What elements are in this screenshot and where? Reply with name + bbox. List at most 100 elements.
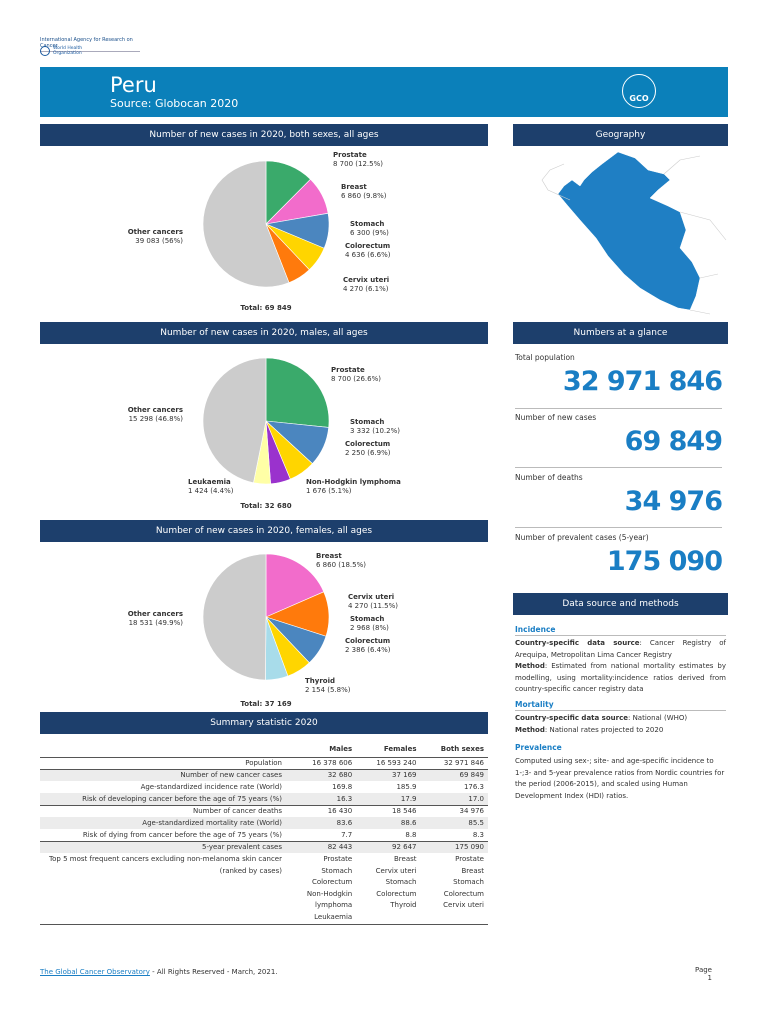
table-cell: 185.9 xyxy=(396,783,417,791)
glance-value: 69 849 xyxy=(624,426,723,457)
pie-slice-prostate xyxy=(265,357,330,428)
summary-table: Males Females Both sexes Population 16 378 … xyxy=(40,742,488,925)
peru-map xyxy=(541,151,727,315)
pie-label: Colorectum 2 250 (6.9%) xyxy=(345,440,391,457)
table-row: Number of new cancer cases 32 680 37 169 69… xyxy=(40,768,488,781)
table-cell: 8.8 xyxy=(405,830,417,839)
table-cell: 8.3 xyxy=(472,830,484,839)
table-cell: 18 546 xyxy=(356,804,421,817)
column-header: Both sexes xyxy=(440,745,484,754)
table-row: Age-standardized incidence rate (World) 1… xyxy=(40,781,488,793)
pie-label: Other cancers 15 298 (46.8%) xyxy=(127,406,183,423)
pie-slice-other-cancers xyxy=(202,160,290,288)
glance-label: Total population xyxy=(515,353,575,362)
table-cell: Prostate Stomach Colorectum Non-Hodgkin lymp… xyxy=(286,853,357,925)
prevalence-text: Computed using sex-; site- and age-speci… xyxy=(515,757,725,800)
section-header-summary: Summary statistic 2020 xyxy=(40,712,488,734)
pie-slice-breast xyxy=(265,553,325,618)
table-cell: 7.7 xyxy=(341,830,353,839)
pie-total: Total: 37 169 xyxy=(240,700,292,708)
row-label: Number of new cancer cases xyxy=(40,768,286,781)
table-cell: 88.6 xyxy=(356,817,421,829)
table-cell: 16.3 xyxy=(286,793,357,805)
table-row: Number of cancer deaths 16 430 18 546 34 97… xyxy=(40,804,488,817)
page-subtitle: Source: Globocan 2020 xyxy=(110,97,239,110)
divider xyxy=(515,467,722,468)
gco-logo: GCO xyxy=(622,74,656,108)
table-cell: 92 647 xyxy=(356,840,421,853)
table-cell: 175 090 xyxy=(420,840,488,853)
pie-label: Stomach 3 332 (10.2%) xyxy=(350,418,400,435)
table-row: Risk of dying from cancer before the age… xyxy=(40,829,488,841)
pie-total: Total: 69 849 xyxy=(240,304,292,312)
table-cell: 17.9 xyxy=(356,793,421,805)
glance-label: Number of prevalent cases (5-year) xyxy=(515,533,649,542)
page-title: Peru xyxy=(110,73,157,97)
pie-total: Total: 32 680 xyxy=(240,502,292,510)
prevalence-heading: Prevalence xyxy=(515,743,562,752)
pie-label: Leukaemia 1 424 (4.4%) xyxy=(188,478,234,495)
gco-link[interactable]: The Global Cancer Observatory xyxy=(40,968,150,976)
table-cell: 16 593 240 xyxy=(356,756,421,769)
pie-label: Non-Hodgkin lymphoma 1 676 (5.1%) xyxy=(306,478,401,495)
table-cell: 69 849 xyxy=(420,768,488,781)
section-header-glance: Numbers at a glance xyxy=(513,322,728,344)
mortality-heading: Mortality xyxy=(515,700,726,711)
table-cell: 32 680 xyxy=(286,768,357,781)
glance-value: 34 976 xyxy=(624,486,723,517)
page-number: Page 1 xyxy=(695,966,712,982)
table-cell: 34 976 xyxy=(420,804,488,817)
pie-label: Other cancers 39 083 (56%) xyxy=(127,228,183,245)
mortality-text: Country-specific data source: National (… xyxy=(515,714,688,734)
table-cell: Prostate Breast Stomach Colorectum Cervix ut… xyxy=(420,853,488,925)
pie-label: Prostate 8 700 (26.6%) xyxy=(331,366,381,383)
pie-label: Breast 6 860 (9.8%) xyxy=(341,183,387,200)
glance-label: Number of deaths xyxy=(515,473,583,482)
table-cell: 85.5 xyxy=(420,817,488,829)
pie-label: Stomach 2 968 (8%) xyxy=(350,615,389,632)
table-cell: 169.8 xyxy=(332,783,353,791)
table-row: Risk of developing cancer before the age… xyxy=(40,793,488,805)
pie-label: Thyroid 2 154 (5.8%) xyxy=(305,677,351,694)
pie-label: Cervix uteri 4 270 (11.5%) xyxy=(348,593,398,610)
pie-label: Cervix uteri 4 270 (6.1%) xyxy=(343,276,390,293)
glance-value: 32 971 846 xyxy=(562,366,723,397)
table-cell: 16 378 606 xyxy=(286,756,357,769)
column-header: Females xyxy=(383,745,417,754)
pie-label: Other cancers 18 531 (49.9%) xyxy=(127,610,183,627)
table-row: 5-year prevalent cases 82 443 92 647 175 09… xyxy=(40,840,488,853)
column-header: Males xyxy=(329,745,353,754)
row-label: Population xyxy=(40,756,286,769)
pie-label: Breast 6 860 (18.5%) xyxy=(316,552,366,569)
section-header-males: Number of new cases in 2020, males, all … xyxy=(40,322,488,344)
pie-slice-other-cancers xyxy=(202,553,267,681)
pie-label: Prostate 8 700 (12.5%) xyxy=(333,151,383,168)
section-header-geography: Geography xyxy=(513,124,728,146)
incidence-text: Country-specific data source: Cancer Reg… xyxy=(515,639,726,693)
who-logo: World Health Organization xyxy=(40,46,83,56)
iarc-logo: International Agency for Research on Can… xyxy=(40,37,140,52)
row-label: Number of cancer deaths xyxy=(40,804,286,817)
pie-slice-other-cancers xyxy=(202,357,267,484)
divider xyxy=(515,527,722,528)
pie-label: Stomach 6 300 (9%) xyxy=(350,220,389,237)
row-label: 5-year prevalent cases xyxy=(40,840,286,853)
table-row: Top 5 most frequent cancers excluding no… xyxy=(40,853,488,925)
table-cell: Breast Cervix uteri Stomach Colorectum Thyro… xyxy=(356,853,421,925)
row-label: Risk of developing cancer before the age… xyxy=(40,793,286,805)
who-globe-icon xyxy=(40,46,50,56)
title-banner: Peru Source: Globocan 2020 GCO xyxy=(40,67,728,117)
glance-label: Number of new cases xyxy=(515,413,597,422)
table-cell: 176.3 xyxy=(463,783,484,791)
row-label: Age-standardized incidence rate (World) xyxy=(140,783,282,791)
pie-label: Colorectum 4 636 (6.6%) xyxy=(345,242,391,259)
table-row: Population 16 378 606 16 593 240 32 971 846 xyxy=(40,756,488,769)
table-cell: 82 443 xyxy=(286,840,357,853)
table-cell: 17.0 xyxy=(420,793,488,805)
section-header-females: Number of new cases in 2020, females, al… xyxy=(40,520,488,542)
row-label: Age-standardized mortality rate (World) xyxy=(40,817,286,829)
table-cell: 16 430 xyxy=(286,804,357,817)
table-cell: 32 971 846 xyxy=(420,756,488,769)
pie-label: Colorectum 2 386 (6.4%) xyxy=(345,637,391,654)
